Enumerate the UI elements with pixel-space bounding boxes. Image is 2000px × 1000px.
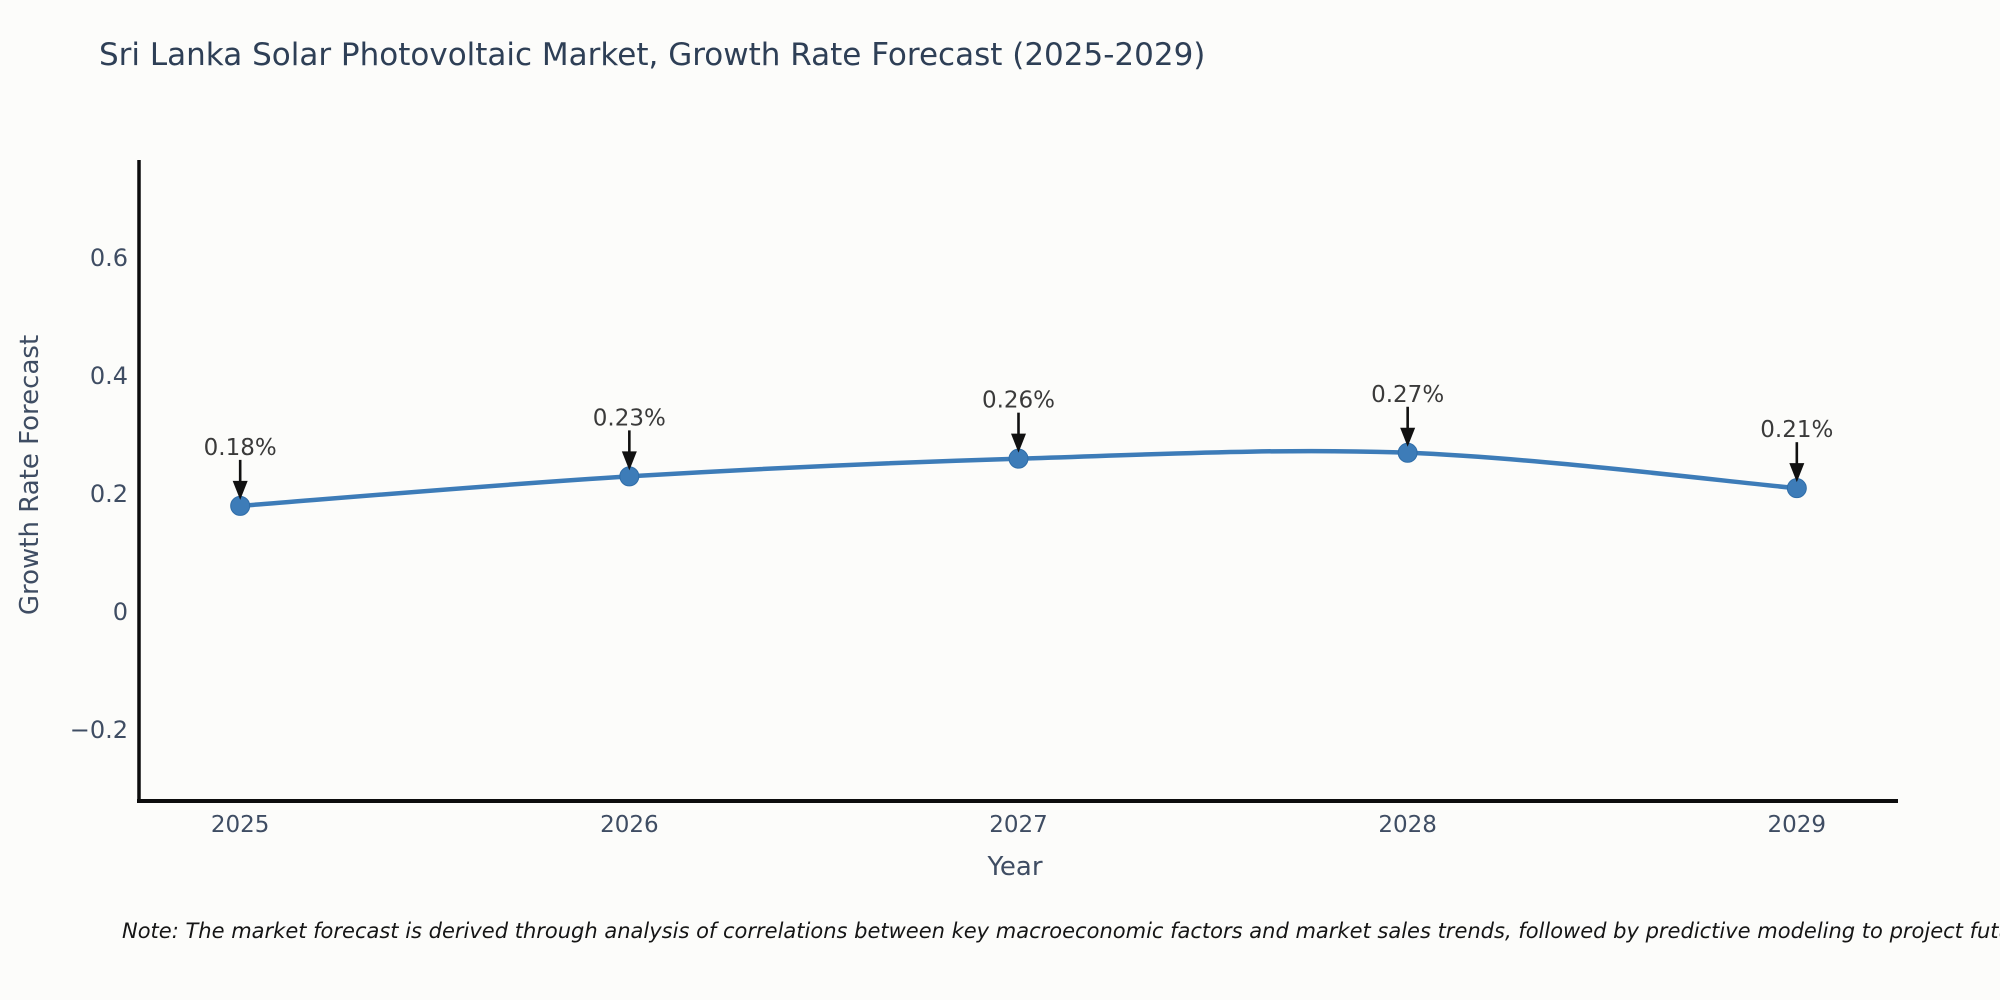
annotation-label: 0.26%: [982, 388, 1055, 414]
annotation-arrowhead: [1400, 427, 1416, 447]
annotation-arrowhead: [1789, 463, 1805, 483]
footnote: Note: The market forecast is derived thr…: [122, 919, 2000, 943]
x-tick-label: 2028: [1378, 812, 1437, 838]
annotation-arrowhead: [621, 451, 637, 471]
page-title: Sri Lanka Solar Photovoltaic Market, Gro…: [99, 37, 1206, 73]
x-tick-label: 2027: [989, 812, 1048, 838]
x-axis-label: Year: [987, 852, 1043, 882]
annotation-label: 0.23%: [593, 405, 666, 431]
y-tick-label: 0.4: [90, 362, 128, 390]
x-tick-label: 2025: [211, 812, 270, 838]
annotation-arrowhead: [232, 480, 248, 500]
annotation-label: 0.21%: [1760, 417, 1833, 443]
y-axis-label: Growth Rate Forecast: [15, 334, 45, 616]
annotation-arrowhead: [1011, 433, 1026, 453]
x-tick-label: 2029: [1768, 812, 1827, 838]
y-tick-label: 0: [113, 598, 128, 626]
y-tick-label: −0.2: [70, 716, 128, 744]
annotation-label: 0.27%: [1371, 382, 1444, 408]
x-tick-label: 2026: [600, 812, 659, 838]
annotation-label: 0.18%: [204, 435, 277, 461]
y-tick-label: 0.2: [90, 480, 128, 508]
y-tick-label: 0.6: [90, 244, 128, 272]
